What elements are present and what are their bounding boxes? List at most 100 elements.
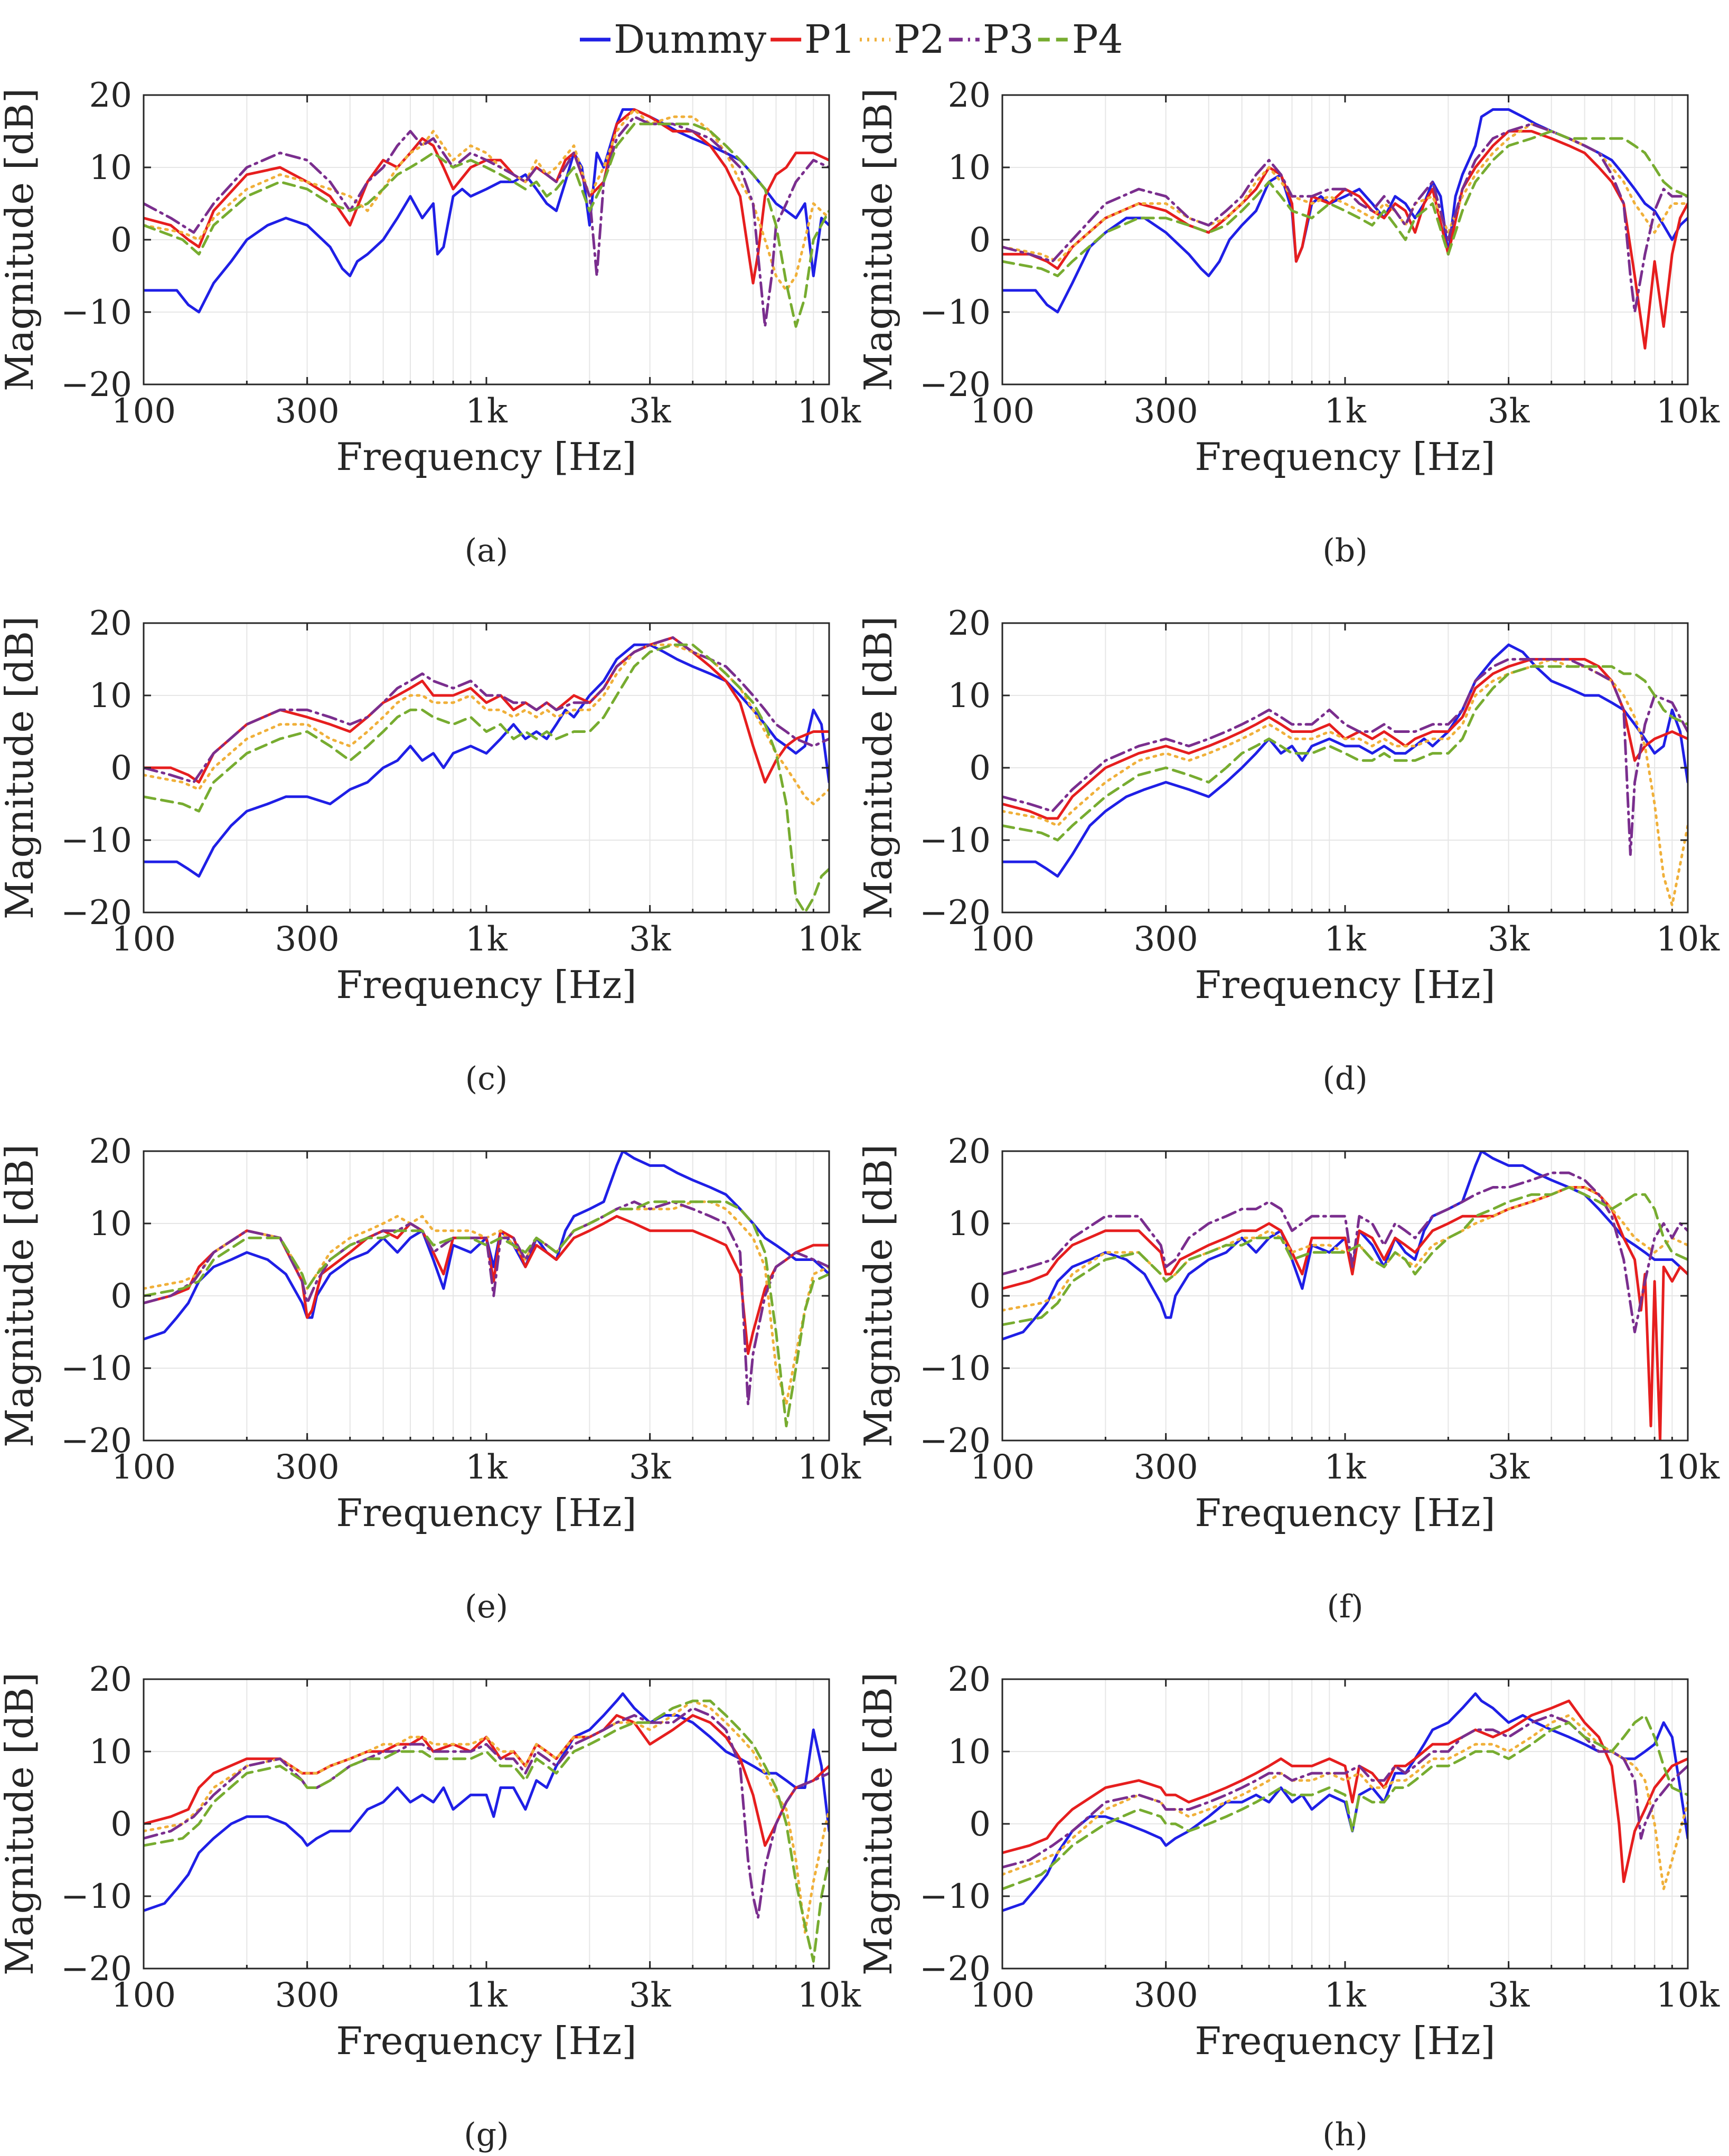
panel-a: 100 300 1k 3k 10k −20 −10 0 10 20 Frequency [Hz] Ma…	[0, 76, 861, 569]
y-tick-label: 0	[110, 749, 132, 788]
panel-caption: (c)	[465, 1060, 508, 1097]
panel-caption: (d)	[1322, 1060, 1367, 1097]
y-tick-label: −20	[61, 1950, 132, 1989]
x-tick-label: 10k	[797, 392, 861, 431]
y-axis-title: Magnitude [dB]	[856, 1672, 900, 1975]
series-group	[1002, 1692, 1688, 1912]
x-tick-label: 10k	[1656, 392, 1720, 431]
x-tick-label: 100	[111, 920, 176, 959]
x-tick-label: 300	[275, 1976, 340, 2015]
y-tick-label: −20	[61, 1421, 132, 1461]
x-tick-label: 300	[275, 1448, 340, 1487]
y-tick-label: 0	[969, 221, 991, 260]
series-p3	[144, 636, 829, 784]
y-axis-title: Magnitude [dB]	[856, 616, 900, 919]
x-tick-label: 300	[1134, 920, 1198, 959]
y-tick-label: 10	[89, 1204, 132, 1244]
x-tick-label: 3k	[1488, 1976, 1530, 2015]
y-tick-label: 20	[948, 1660, 991, 1699]
series-p3	[1002, 658, 1688, 856]
y-tick-label: −10	[919, 1349, 991, 1388]
legend-label-dummy: Dummy	[614, 17, 766, 62]
y-tick-label: −10	[61, 821, 132, 860]
y-tick-label: −20	[919, 365, 991, 404]
grid	[144, 623, 829, 913]
series-group	[144, 108, 829, 328]
x-tick-label: 300	[1134, 392, 1198, 431]
y-axis-title: Magnitude [dB]	[856, 1144, 900, 1447]
y-tick-label: 10	[89, 676, 132, 715]
series-p3	[144, 115, 829, 328]
x-tick-label: 100	[970, 920, 1035, 959]
legend-entry-dummy: Dummy	[580, 17, 766, 62]
series-p4	[144, 1200, 829, 1428]
x-axis-title: Frequency [Hz]	[336, 1491, 636, 1535]
y-tick-label: 20	[948, 76, 991, 115]
grid	[144, 1679, 829, 1969]
x-tick-label: 300	[275, 920, 340, 959]
series-group	[1002, 643, 1688, 907]
y-tick-label: 10	[948, 1204, 991, 1244]
panel-d: 100 300 1k 3k 10k −20 −10 0 10 20 Frequency [Hz] Ma…	[856, 604, 1720, 1097]
series-p3	[1002, 1714, 1688, 1869]
x-tick-label: 10k	[797, 1448, 861, 1487]
x-tick-label: 10k	[797, 920, 861, 959]
x-tick-label: 300	[1134, 1448, 1198, 1487]
series-dummy	[1002, 643, 1688, 878]
series-p4	[1002, 1186, 1688, 1326]
x-tick-label: 3k	[629, 920, 672, 959]
panel-f: 100 300 1k 3k 10k −20 −10 0 10 20 Frequency [Hz] Ma…	[856, 1132, 1720, 1625]
series-p4	[1002, 665, 1688, 842]
y-tick-label: −20	[919, 1421, 991, 1461]
x-tick-label: 1k	[465, 392, 508, 431]
y-axis-title: Magnitude [dB]	[0, 616, 42, 919]
x-tick-label: 3k	[1488, 920, 1530, 959]
panel-caption: (b)	[1322, 532, 1367, 569]
x-tick-label: 3k	[629, 392, 672, 431]
x-tick-label: 100	[970, 1976, 1035, 2015]
y-tick-label: 0	[110, 1805, 132, 1844]
y-axis-title: Magnitude [dB]	[0, 1144, 42, 1447]
legend-entry-p4: P4	[1038, 17, 1123, 62]
y-tick-label: 10	[948, 148, 991, 187]
series-p4	[144, 1699, 829, 1963]
legend-label-p1: P1	[804, 17, 856, 62]
x-axis-title: Frequency [Hz]	[1195, 963, 1495, 1007]
series-p3	[1002, 1171, 1688, 1333]
series-group	[1002, 1151, 1688, 1441]
y-tick-label: 10	[89, 1733, 132, 1772]
x-tick-label: 1k	[465, 920, 508, 959]
y-tick-label: −20	[919, 1950, 991, 1989]
x-tick-label: 1k	[465, 1976, 508, 2015]
x-tick-label: 1k	[1324, 392, 1367, 431]
y-tick-label: −10	[61, 1349, 132, 1388]
x-tick-label: 1k	[1324, 1448, 1367, 1487]
x-tick-label: 300	[275, 392, 340, 431]
y-axis-title: Magnitude [dB]	[0, 1672, 42, 1975]
series-group	[144, 636, 829, 912]
x-tick-label: 100	[970, 1448, 1035, 1487]
y-tick-label: 20	[89, 1132, 132, 1171]
series-group	[144, 1151, 829, 1428]
y-tick-label: 0	[969, 1277, 991, 1316]
legend: Dummy P1 P2 P3 P4	[580, 17, 1123, 62]
series-p3	[1002, 123, 1688, 314]
x-axis-title: Frequency [Hz]	[1195, 2019, 1495, 2063]
panel-caption: (e)	[465, 1588, 508, 1625]
x-tick-label: 1k	[1324, 920, 1367, 959]
x-tick-label: 100	[111, 1448, 176, 1487]
legend-entry-p2: P2	[860, 17, 945, 62]
x-tick-label: 1k	[465, 1448, 508, 1487]
y-tick-label: 0	[110, 221, 132, 260]
y-tick-label: 20	[89, 1660, 132, 1699]
y-tick-label: −20	[61, 365, 132, 404]
x-tick-label: 3k	[629, 1448, 672, 1487]
y-tick-label: −10	[61, 1877, 132, 1916]
x-axis-title: Frequency [Hz]	[1195, 435, 1495, 479]
series-p4	[1002, 130, 1688, 277]
y-tick-label: 0	[969, 1805, 991, 1844]
x-tick-label: 10k	[797, 1976, 861, 2015]
y-tick-label: 0	[110, 1277, 132, 1316]
